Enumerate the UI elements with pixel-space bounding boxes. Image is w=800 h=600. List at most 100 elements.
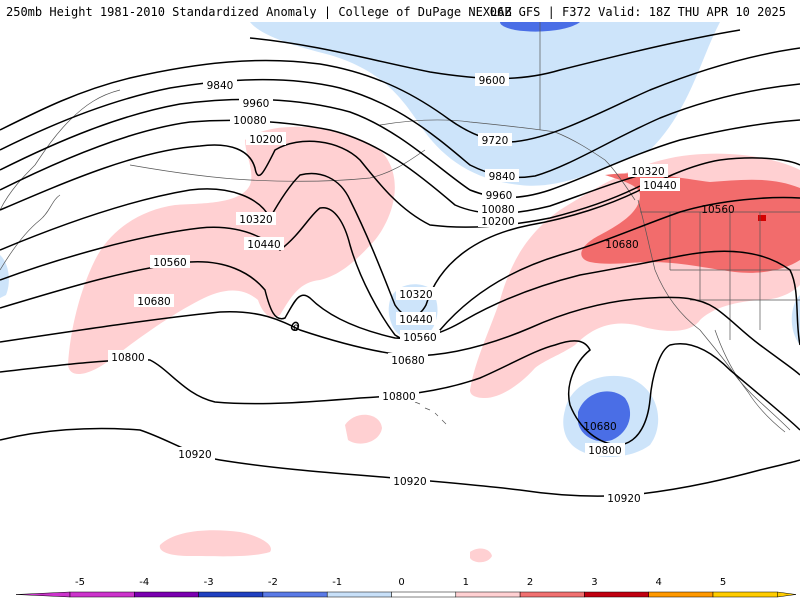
positive-anomaly-spot-a xyxy=(345,414,382,444)
contour-label-10440: 10440 xyxy=(247,239,280,251)
contour-10800 xyxy=(0,340,800,446)
label-10920-a: 10920 xyxy=(175,447,215,461)
colorbar-tick-label: 0 xyxy=(398,577,404,588)
label-9960-b: 9960 xyxy=(482,188,516,202)
label-9840-a: 9840 xyxy=(203,78,237,92)
colorbar-tick-label: 5 xyxy=(720,577,726,588)
map-canvas: 9600 9720 9840 9840 9960 9960 10080 1008… xyxy=(0,22,800,563)
geography xyxy=(0,22,800,433)
label-10080-a: 10080 xyxy=(230,113,270,127)
label-10680-c: 10680 xyxy=(605,239,638,251)
contour-label-10920: 10920 xyxy=(607,493,640,505)
colorbar-tick-label: 3 xyxy=(591,577,597,588)
colorbar-tick-label: 4 xyxy=(656,577,662,588)
colorbar-tick-label: -1 xyxy=(332,577,342,588)
label-10920-b: 10920 xyxy=(390,474,430,488)
contour-label-9840: 9840 xyxy=(207,80,234,92)
label-10800-a: 10800 xyxy=(108,350,148,364)
contour-9720 xyxy=(0,47,800,143)
colorbar-segment xyxy=(584,591,649,598)
contour-label-10320: 10320 xyxy=(399,289,432,301)
label-10920-c: 10920 xyxy=(604,491,644,505)
contour-label-10680: 10680 xyxy=(391,355,424,367)
contour-label-10200: 10200 xyxy=(481,216,514,228)
label-10440-c: 10440 xyxy=(640,178,680,192)
label-9600: 9600 xyxy=(475,73,509,87)
contour-label-9840: 9840 xyxy=(489,171,516,183)
contour-label-10560: 10560 xyxy=(701,204,734,216)
label-10560-b: 10560 xyxy=(400,330,440,344)
contour-10680 xyxy=(0,296,800,376)
contour-label-10680: 10680 xyxy=(137,296,170,308)
colorbar-left-arrow xyxy=(15,591,71,598)
colorbar-bar xyxy=(15,591,797,598)
coastline-west-us xyxy=(637,199,791,431)
label-10680-b: 10680 xyxy=(388,353,428,367)
colorbar-tick-label: -5 xyxy=(75,577,85,588)
contour-label-10680: 10680 xyxy=(583,421,616,433)
contour-label-10080: 10080 xyxy=(481,204,514,216)
label-10800-b: 10800 xyxy=(379,389,419,403)
label-9960-a: 9960 xyxy=(239,96,273,110)
colorbar-tick-label: -3 xyxy=(204,577,214,588)
colorbar-tick-label: -2 xyxy=(268,577,278,588)
colorbar-segment xyxy=(519,591,585,598)
colorbar-segment xyxy=(648,591,714,598)
positive-anomaly-spot-c xyxy=(470,548,492,563)
label-10320-a: 10320 xyxy=(236,212,276,226)
coastline-baja xyxy=(714,329,786,433)
label-10200-b: 10200 xyxy=(478,214,518,228)
coastline-kamchatka xyxy=(0,194,61,271)
hawaii-islands xyxy=(414,401,447,425)
contour-label-9720: 9720 xyxy=(482,135,509,147)
contour-label-10440: 10440 xyxy=(399,314,432,326)
label-10680-a: 10680 xyxy=(134,294,174,308)
contour-label-10200: 10200 xyxy=(249,134,282,146)
contour-0-loop xyxy=(290,321,300,331)
positive-anomaly-core-max xyxy=(758,215,766,221)
colorbar-ticks: -5 -4 -3 -2 -1 0 1 2 3 4 5 xyxy=(75,577,726,588)
label-10800-c: 10800 xyxy=(585,443,625,457)
contour-label-10920: 10920 xyxy=(393,476,426,488)
colorbar-segment xyxy=(391,591,457,598)
colorbar-segment xyxy=(69,591,135,598)
contour-10080 xyxy=(0,119,661,215)
contour-label-10440: 10440 xyxy=(643,180,676,192)
contour-label-10320: 10320 xyxy=(239,214,272,226)
colorbar-segment xyxy=(262,591,328,598)
colorbar-segment xyxy=(198,591,264,598)
colorbar-tick-label: 1 xyxy=(463,577,469,588)
contour-label-10320: 10320 xyxy=(631,166,664,178)
negative-anomaly-north xyxy=(250,22,720,186)
contour-label-10680: 10680 xyxy=(605,239,638,251)
label-10560-c: 10560 xyxy=(701,204,734,216)
label-10200-a: 10200 xyxy=(246,132,286,146)
contour-9840 xyxy=(0,79,800,179)
contour-label-10560: 10560 xyxy=(153,257,186,269)
contour-label-0: 0 xyxy=(293,324,299,334)
map-title: 250mb Height 1981-2010 Standardized Anom… xyxy=(0,0,800,22)
contour-label-9960: 9960 xyxy=(243,98,270,110)
coastline-asia xyxy=(0,89,121,211)
contour-label-10800: 10800 xyxy=(382,391,415,403)
contour-label-9960: 9960 xyxy=(486,190,513,202)
colorbar-tick-label: -4 xyxy=(139,577,149,588)
label-10320-b: 10320 xyxy=(396,287,436,301)
colorbar-segment xyxy=(326,591,392,598)
border-states xyxy=(669,212,800,340)
contour-label-10800: 10800 xyxy=(588,445,621,457)
map-title-right: 06Z GFS | F372 Valid: 18Z THU APR 10 202… xyxy=(489,5,786,19)
contour-10560 xyxy=(0,250,800,346)
coastline-aleutians xyxy=(129,149,426,182)
contour-label-10920: 10920 xyxy=(178,449,211,461)
label-10080-b: 10080 xyxy=(478,202,518,216)
coastline-alaska xyxy=(379,119,636,201)
negative-anomaly-cutoff-core xyxy=(578,391,631,442)
label-9720: 9720 xyxy=(478,133,512,147)
contour-10200 xyxy=(0,140,641,228)
contour-label-10800: 10800 xyxy=(111,352,144,364)
label-10440-a: 10440 xyxy=(244,237,284,251)
contour-label-10560: 10560 xyxy=(403,332,436,344)
colorbar-segment xyxy=(712,591,778,598)
label-9840-b: 9840 xyxy=(485,169,519,183)
